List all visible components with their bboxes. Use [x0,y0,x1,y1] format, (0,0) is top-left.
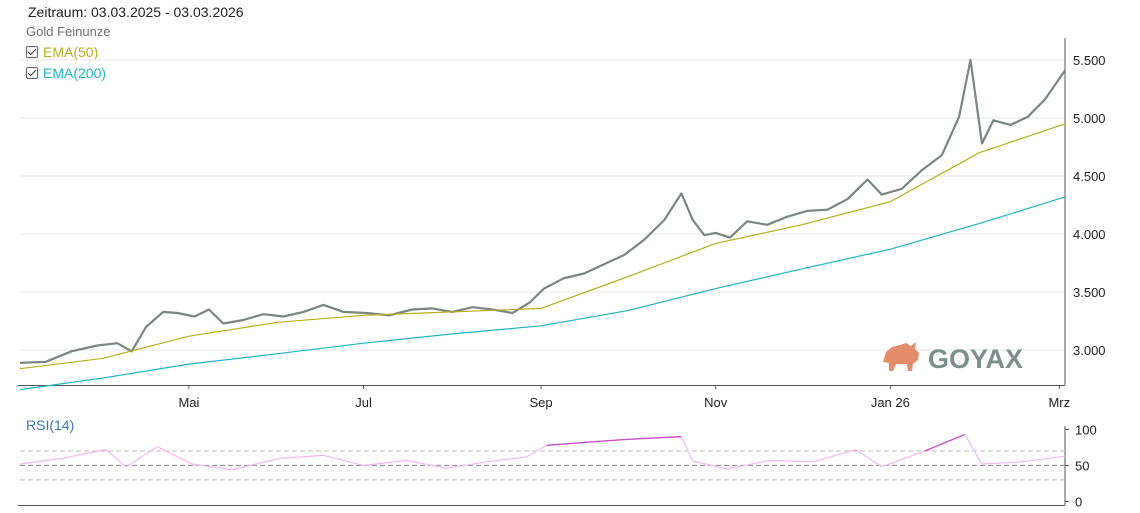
rsi-line-segment [770,459,814,463]
x-tick-label: Nov [704,395,728,410]
y-tick-label: 4.500 [1073,169,1106,184]
rsi-line-segment [62,449,107,459]
date-axis-labels: Mai Jul Sep Nov Jan 26 Mrz [178,385,1070,410]
rsi-line-segment [280,454,324,459]
grid-lines [18,38,1066,386]
y-tick-label: 5.500 [1073,53,1106,68]
rsi-line-segment [812,449,857,463]
rsi-line-segment [231,457,281,471]
y-tick-label: 5.000 [1073,111,1106,126]
rsi-line-segment [924,433,966,452]
rsi-line-segment [157,446,193,465]
ema50-checkbox[interactable] [26,46,38,58]
rsi-line-segment [981,461,1023,465]
rsi-title: RSI(14) [26,417,75,433]
rsi-line-segment [855,449,883,468]
rsi-panel: 100 50 0 [18,422,1097,509]
y-tick-label: 3.000 [1073,343,1106,358]
ema200-line [19,196,1066,391]
rsi-tick-label: 0 [1075,494,1082,509]
goyax-logo: GOYAX [883,342,1023,374]
rsi-line-segment [881,450,925,468]
rsi-line-segment [727,459,771,470]
rsi-line-segment [652,435,682,439]
series-lines [19,58,1066,391]
rsi-line-segment [406,459,447,469]
logo-text: GOYAX [928,344,1023,374]
rsi-line-segment [486,456,527,463]
y-tick-label: 3.500 [1073,285,1106,300]
price-line [19,58,1066,364]
bull-icon [883,342,919,371]
legend-ema50-label: EMA(50) [43,44,99,60]
instrument-name: Gold Feinunze [26,24,111,39]
rsi-line-segment [680,436,694,462]
rsi-tick-label: 100 [1075,422,1097,437]
price-axis-labels: 3.000 3.500 4.000 4.500 5.000 5.500 [1073,53,1106,358]
x-tick-label: Sep [529,395,552,410]
rsi-line-segment [546,441,585,446]
rsi-line-segment [191,463,232,471]
ema200-checkbox[interactable] [26,67,38,79]
rsi-line-segment [363,459,407,467]
rsi-line-segment [624,437,653,441]
x-tick-label: Jan 26 [871,395,910,410]
rsi-line-segment [105,449,127,468]
bull-shape [883,342,919,371]
rsi-line-segment [19,457,64,465]
rsi-line-segment [1021,455,1066,463]
rsi-line-segment [692,460,728,470]
legend-ema200-label: EMA(200) [43,65,107,81]
rsi-line-segment [583,438,625,444]
legend-ema50-toggle[interactable]: EMA(50) [26,44,98,60]
x-tick-label: Jul [355,395,372,410]
period-label: Zeitraum: 03.03.2025 - 03.03.2026 [28,4,244,20]
y-tick-label: 4.000 [1073,227,1106,242]
rsi-line-segment [446,461,487,469]
x-tick-label: Mrz [1048,395,1070,410]
rsi-tick-label: 50 [1075,458,1089,473]
ema50-line [19,123,1066,370]
x-tick-label: Mai [178,395,199,410]
rsi-line-segment [964,434,983,465]
rsi-line-segment [125,446,158,468]
legend-ema200-toggle[interactable]: EMA(200) [26,65,106,81]
rsi-line-segment [323,454,364,467]
rsi-line-segment [526,444,548,458]
